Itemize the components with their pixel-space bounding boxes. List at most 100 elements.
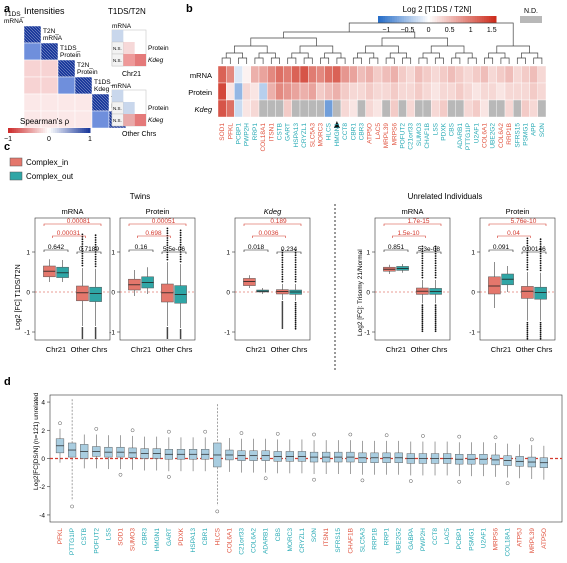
colorbar-step: [69, 128, 73, 133]
outlier: [539, 262, 542, 265]
gene-label: HLCS: [326, 122, 333, 140]
dendrogram-branch: [254, 57, 264, 64]
outlier: [526, 325, 529, 328]
facet-frame: [234, 217, 311, 341]
dendrogram-branch: [381, 37, 448, 46]
heatmap-cell: [283, 99, 293, 118]
gene-label: LSS: [432, 122, 439, 135]
outlier: [384, 433, 389, 438]
outlier: [539, 247, 542, 250]
y-tick-label: 0: [41, 456, 45, 463]
diagonal-hatch: [47, 42, 59, 54]
colorbar-step: [392, 16, 396, 23]
heatmap-cell: [406, 82, 416, 101]
facet-strip: [480, 206, 555, 216]
heatmap-cell: [480, 82, 489, 101]
heatmap-cell: [504, 65, 514, 84]
sig-bracket: [497, 235, 531, 238]
colorbar-step: [20, 128, 23, 133]
colorbar-step: [40, 128, 44, 133]
outlier: [539, 252, 542, 255]
colorbar-step: [63, 128, 66, 133]
outlier: [434, 310, 437, 313]
colorbar-step: [484, 16, 488, 23]
matrix-row-label: Protein: [60, 52, 81, 59]
legend-label-in: Complex_in: [26, 158, 68, 167]
colorbar-step: [380, 16, 384, 23]
sig-bracket: [521, 251, 547, 254]
heatmap-cell: [431, 65, 440, 84]
gene-label: PDXK: [441, 122, 448, 140]
colorbar-step: [77, 128, 81, 133]
outlier: [179, 337, 182, 339]
y-tick-label: -1: [364, 330, 370, 337]
matrix-row-label: Protein: [77, 69, 98, 76]
diagonal-hatch: [91, 101, 102, 112]
gene-label: LAC5: [375, 123, 382, 140]
y-tick-label: 2: [41, 428, 45, 435]
colorbar-step: [46, 128, 50, 133]
p-value-red: 0.00051: [152, 218, 176, 225]
dendrogram: [221, 22, 543, 64]
outlier: [118, 472, 123, 477]
outlier: [421, 262, 424, 265]
outlier: [94, 246, 97, 249]
gene-label: RRP1: [252, 123, 259, 141]
gene-label: C21orf33: [408, 123, 415, 150]
gene-label: ATP5O: [541, 528, 548, 549]
outlier: [94, 239, 97, 241]
outlier: [434, 264, 437, 267]
diagonal-hatch: [24, 25, 42, 43]
heatmap-cell: [308, 99, 317, 118]
outlier: [294, 323, 297, 326]
colorbar-tick: −1: [4, 136, 12, 143]
outlier: [539, 245, 542, 248]
colorbar-step: [71, 128, 75, 133]
mini-cell: [112, 30, 124, 42]
outlier: [434, 269, 437, 272]
dendrogram-branch: [521, 52, 539, 58]
gene-label: CRYZL1: [299, 528, 306, 553]
heatmap-cell: [283, 82, 293, 101]
heatmap-cell: [275, 99, 284, 118]
heatmap-cell: [299, 99, 309, 118]
colorbar-step: [387, 16, 391, 23]
colorbar-step: [474, 16, 478, 23]
outlier: [434, 252, 437, 255]
diagonal-hatch: [23, 39, 28, 44]
matrix-cell: [57, 59, 76, 78]
mini-label-ns: N.S.: [113, 106, 122, 111]
matrix-row-label: Kdeg: [94, 86, 110, 93]
outlier: [294, 266, 297, 269]
panel-label-c: c: [4, 141, 10, 153]
outlier: [166, 329, 169, 331]
matrix-cell: [74, 76, 93, 95]
outlier: [281, 303, 284, 305]
panel-label-a: a: [4, 3, 11, 15]
outlier: [434, 314, 437, 317]
outlier: [294, 278, 297, 281]
gene-label: HSPA13: [293, 123, 300, 148]
outlier: [281, 323, 284, 325]
outlier: [294, 249, 297, 252]
y-tick-label: 1: [26, 250, 30, 257]
diagonal-hatch: [57, 64, 71, 78]
heatmap-cell: [267, 65, 276, 84]
diagonal-hatch: [61, 59, 76, 74]
nd-swatch: [520, 16, 542, 23]
colorbar-step: [481, 16, 485, 23]
heatmap-cell: [463, 65, 473, 84]
heatmap-cell: [299, 65, 309, 84]
gene-label: GART: [166, 528, 173, 546]
y-tick-label: 0: [111, 290, 115, 297]
facet-strip: [375, 206, 450, 216]
outlier: [167, 429, 171, 434]
gene-label: PDXK: [178, 527, 185, 545]
outlier: [94, 253, 97, 256]
heatmap-cell: [496, 99, 506, 118]
outlier: [179, 335, 182, 337]
outlier: [421, 310, 424, 313]
outlier: [294, 271, 297, 273]
outlier: [408, 479, 413, 483]
x-category-label: Chr21: [46, 345, 66, 354]
